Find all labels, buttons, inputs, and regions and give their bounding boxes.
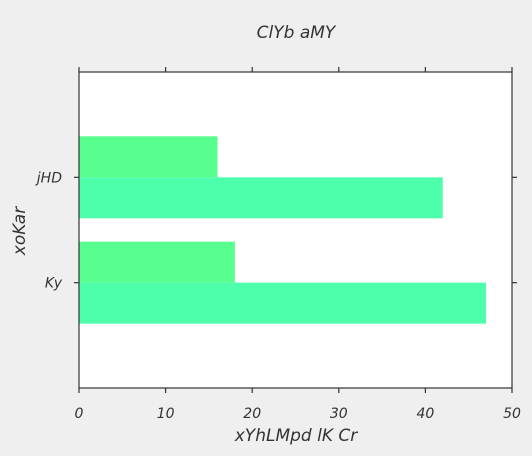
y-axis-label: xoKar	[10, 206, 30, 256]
y-tick-label: Ky	[45, 276, 63, 292]
bar-series1-ky	[79, 282, 487, 324]
x-tick-label: 50	[503, 406, 521, 422]
ticks-layer: Ky jHD 0 10 20 30 40 50	[35, 67, 521, 422]
chart-title: ClYb aMY	[257, 23, 337, 43]
bar-series1-jhd	[79, 177, 443, 219]
x-tick-label: 10	[157, 406, 175, 422]
x-tick-label: 0	[75, 406, 84, 422]
bars-layer	[79, 136, 487, 324]
y-tick-label: jHD	[35, 170, 62, 186]
bar-series2-jhd	[79, 136, 218, 178]
plot-frame	[78, 71, 513, 389]
x-tick-label: 20	[243, 406, 261, 422]
plot-area	[79, 72, 512, 388]
bar-series2-ky	[79, 241, 235, 283]
x-tick-label: 40	[416, 406, 434, 422]
x-axis-label: xYhLMpd lK Cr	[234, 426, 358, 446]
x-tick-label: 30	[330, 406, 348, 422]
